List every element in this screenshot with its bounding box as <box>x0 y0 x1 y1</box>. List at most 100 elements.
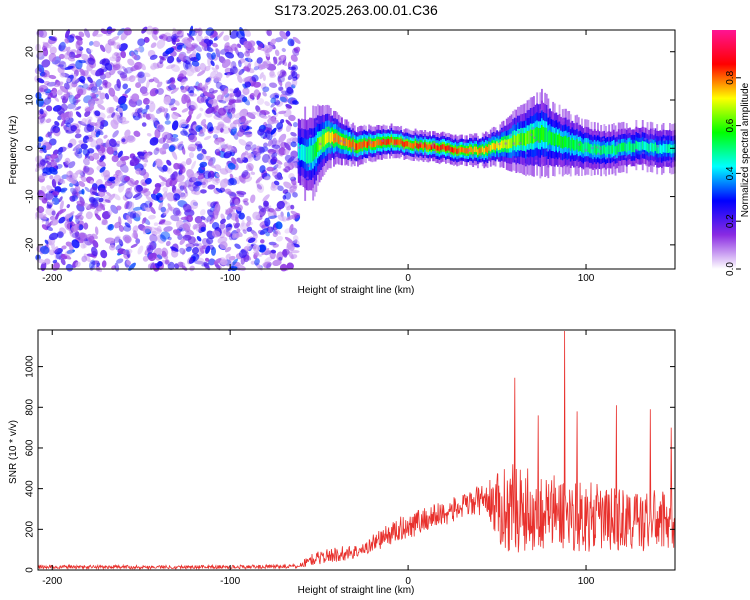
noise-blob <box>244 50 251 57</box>
noise-blob <box>241 118 249 126</box>
noise-blob <box>196 113 202 120</box>
noise-blob <box>194 65 201 73</box>
noise-blob <box>256 57 263 64</box>
spectrogram-heatmap <box>34 25 676 273</box>
noise-blob <box>235 68 243 77</box>
ridge-cell <box>544 127 547 143</box>
noise-blob <box>133 49 139 56</box>
noise-blob <box>103 174 111 181</box>
noise-blob <box>116 258 124 264</box>
noise-blob <box>149 113 155 121</box>
noise-blob <box>108 244 116 251</box>
noise-blob <box>196 34 204 43</box>
ridge-speckle <box>432 142 436 145</box>
noise-blob <box>75 106 82 111</box>
noise-blob <box>154 186 161 192</box>
ridge-cell <box>334 133 337 143</box>
noise-blob <box>211 221 220 230</box>
noise-blob <box>59 187 68 193</box>
noise-blob <box>67 142 73 148</box>
noise-blob <box>55 212 59 221</box>
noise-blob <box>136 72 143 78</box>
noise-blob <box>220 218 226 225</box>
noise-blob <box>199 247 205 254</box>
noise-blob <box>150 193 159 201</box>
ridge-cell <box>502 140 505 149</box>
noise-blob <box>166 192 175 202</box>
noise-blob <box>46 226 53 232</box>
noise-blob <box>76 39 83 46</box>
noise-blob <box>170 107 178 111</box>
ridge-cell <box>366 141 369 148</box>
noise-blob <box>256 92 261 101</box>
ridge-cell <box>670 145 673 154</box>
noise-blob <box>83 202 91 210</box>
noise-blob <box>187 256 194 265</box>
noise-blob <box>123 27 132 36</box>
ridge-speckle <box>462 141 466 144</box>
ridge-cell <box>651 143 654 152</box>
noise-blob <box>113 193 121 201</box>
noise-blob <box>136 107 143 114</box>
noise-blob <box>268 241 277 246</box>
noise-blob <box>219 127 224 133</box>
ridge-speckle <box>347 125 351 129</box>
noise-blob <box>187 143 197 152</box>
noise-blob <box>259 109 270 115</box>
noise-blob <box>179 238 186 245</box>
noise-blob <box>123 225 132 232</box>
ridge-cell <box>565 135 567 147</box>
noise-blob <box>161 253 169 260</box>
noise-blob <box>262 86 270 93</box>
noise-blob <box>156 39 166 49</box>
noise-blob <box>113 62 123 71</box>
ridge-speckle <box>509 133 512 137</box>
noise-blob <box>205 77 211 83</box>
colorbar-ticks: 0.0 0.2 0.4 0.6 0.8 <box>725 70 741 276</box>
noise-blob <box>111 155 119 163</box>
noise-blob <box>263 60 272 67</box>
noise-blob <box>125 187 131 194</box>
noise-blob <box>118 238 124 247</box>
ridge-speckle <box>376 152 380 156</box>
noise-blob <box>189 265 195 272</box>
noise-blob <box>270 183 279 191</box>
ridge-cell <box>616 145 619 155</box>
noise-blob <box>288 173 295 180</box>
noise-blob <box>157 260 163 267</box>
noise-blob <box>205 106 215 114</box>
ridge-speckle <box>350 146 354 150</box>
noise-blob <box>229 92 235 97</box>
noise-blob <box>238 60 242 68</box>
ridge-cell <box>337 135 340 144</box>
noise-blob <box>229 88 235 92</box>
noise-blob <box>75 129 81 134</box>
ridge-cell <box>406 141 409 147</box>
noise-blob <box>148 241 157 250</box>
x-tick-label: 0 <box>405 576 411 587</box>
noise-blob <box>207 209 215 218</box>
noise-blob <box>71 232 79 238</box>
noise-blob <box>57 146 64 155</box>
ridge-speckle <box>614 133 618 137</box>
snr-x-axis-label: Height of straight line (km) <box>298 585 415 596</box>
noise-blob <box>168 145 176 152</box>
noise-blob <box>261 248 270 256</box>
noise-blob <box>80 175 87 183</box>
ridge-cell <box>459 147 462 153</box>
noise-blob <box>265 130 273 141</box>
noise-blob <box>180 78 187 86</box>
noise-blob <box>189 29 198 37</box>
noise-blob <box>78 181 86 187</box>
ridge-cell <box>377 139 380 146</box>
noise-blob <box>66 211 75 219</box>
ridge-cell <box>523 133 526 146</box>
ridge-cell <box>584 142 587 153</box>
ridge-cell <box>441 144 444 150</box>
noise-blob <box>88 40 94 46</box>
noise-blob <box>81 53 90 61</box>
noise-blob <box>48 232 59 241</box>
ridge-cell <box>368 139 371 146</box>
ridge-cell <box>387 138 390 145</box>
noise-blob <box>131 93 140 102</box>
